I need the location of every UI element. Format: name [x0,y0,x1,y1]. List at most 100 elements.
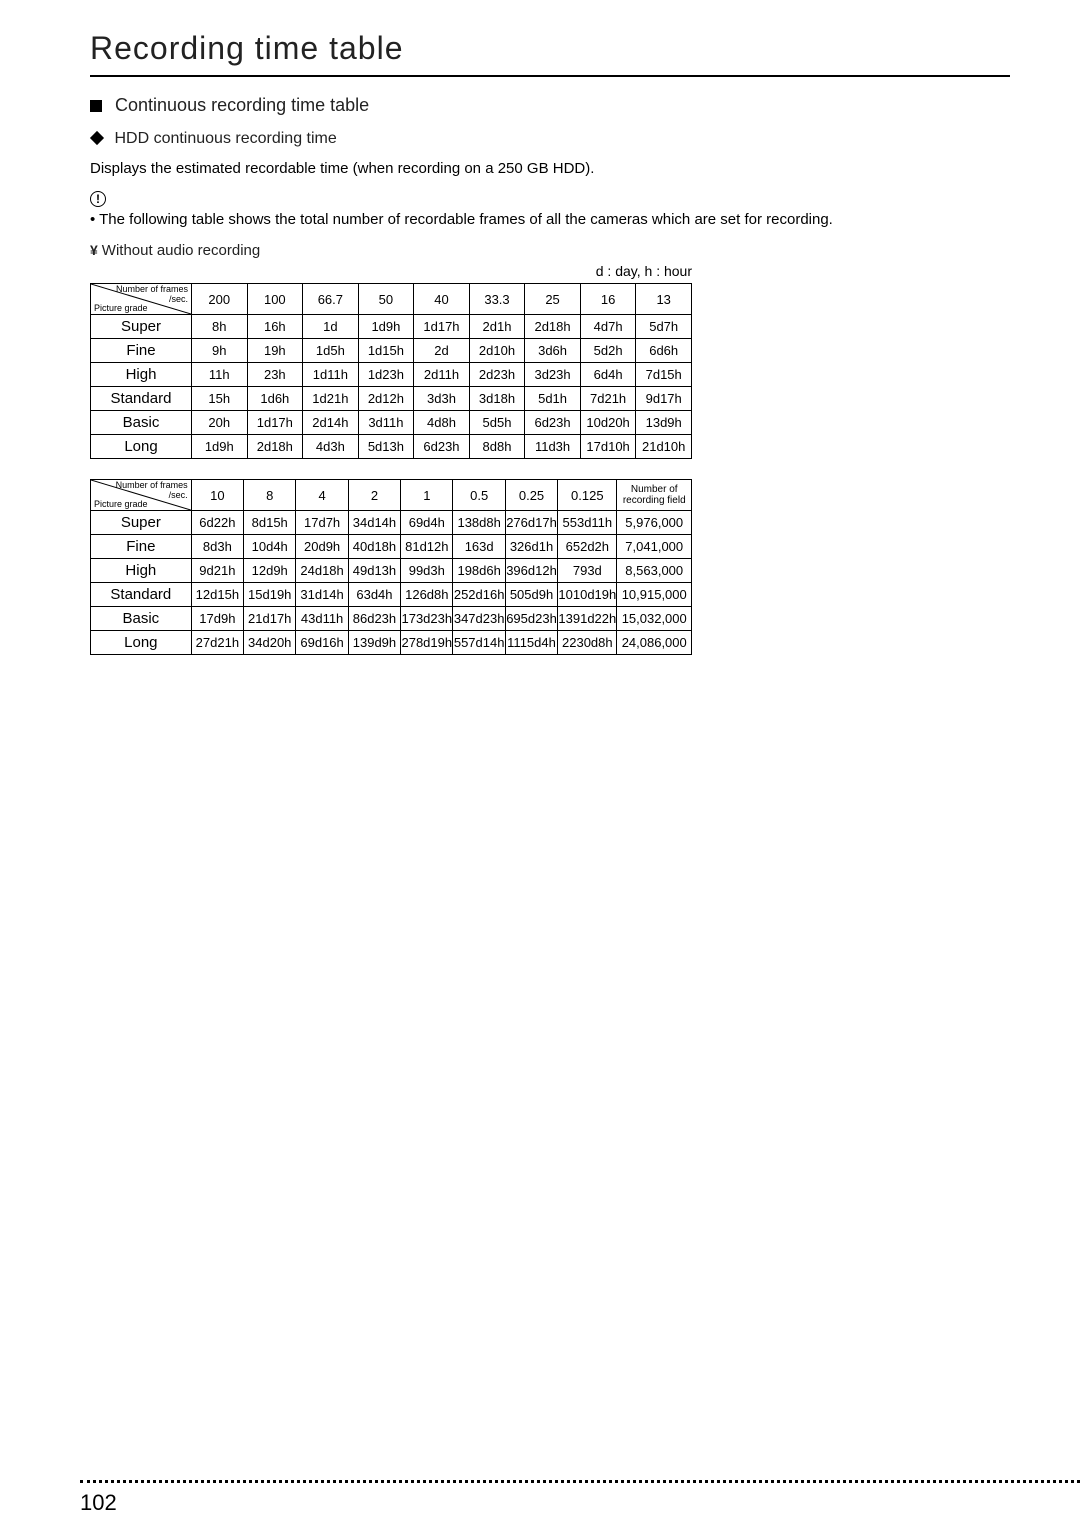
section-heading: Continuous recording time table [90,95,1010,116]
table-cell: 9d17h [636,387,692,411]
table-header: 100 [247,284,303,315]
table-row: Long1d9h2d18h4d3h5d13h6d23h8d8h11d3h17d1… [91,435,692,459]
table-cell: 15d19h [244,583,296,607]
section-heading-text: Continuous recording time table [115,95,369,115]
table-cell: 17d9h [191,607,243,631]
table-cell: 126d8h [401,583,453,607]
row-label: Fine [91,535,192,559]
table-cell: 20h [192,411,248,435]
table-row: Standard15h1d6h1d21h2d12h3d3h3d18h5d1h7d… [91,387,692,411]
table-cell: 6d4h [580,363,636,387]
row-label: Long [91,435,192,459]
square-bullet-icon [90,100,102,112]
table-cell: 1010d19h [558,583,617,607]
footer-dots [80,1480,1080,1483]
title-rule [90,75,1010,77]
yen-bullet-icon: ¥ [90,242,98,258]
table-cell: 10d20h [580,411,636,435]
table-header-row: Number of frames /sec. Picture grade 200… [91,284,692,315]
table-row: High9d21h12d9h24d18h49d13h99d3h198d6h396… [91,559,692,583]
table-cell: 8h [192,315,248,339]
table-cell: 198d6h [453,559,505,583]
legend-text: d : day, h : hour [90,263,692,279]
note-text: • The following table shows the total nu… [90,211,1010,228]
page-title: Recording time table [90,30,1010,67]
corner-header: Number of frames /sec. Picture grade [91,284,192,315]
table-cell: 3d6h [525,339,581,363]
table-header: 33.3 [469,284,525,315]
table-cell: 1d17h [247,411,303,435]
page-number: 102 [80,1490,117,1516]
table-cell: 695d23h [505,607,557,631]
table-cell: 23h [247,363,303,387]
subsection-heading: HDD continuous recording time [90,130,1010,148]
table-row: Basic20h1d17h2d14h3d11h4d8h5d5h6d23h10d2… [91,411,692,435]
table-cell: 2230d8h [558,631,617,655]
table-cell: 505d9h [505,583,557,607]
table-cell: 2d18h [525,315,581,339]
table-cell: 173d23h [401,607,453,631]
table-cell: 557d14h [453,631,505,655]
table-cell: 5d13h [358,435,414,459]
subsub-heading: ¥Without audio recording [90,242,1010,259]
table-cell: 3d18h [469,387,525,411]
table-cell: 69d4h [401,511,453,535]
table-header: 4 [296,480,348,511]
table-cell: 6d23h [525,411,581,435]
recording-table-1: Number of frames /sec. Picture grade 200… [90,283,692,459]
table-cell: 6d23h [414,435,470,459]
table-cell: 2d12h [358,387,414,411]
table-cell: 1115d4h [505,631,557,655]
table-cell: 13d9h [636,411,692,435]
table-cell: 1d [303,315,359,339]
table-cell: 139d9h [348,631,400,655]
table-cell: 17d7h [296,511,348,535]
table-cell: 9h [192,339,248,363]
recording-table-2: Number of frames /sec. Picture grade 108… [90,479,692,655]
table-cell: 12d9h [244,559,296,583]
table-cell: 1d9h [358,315,414,339]
table-cell: 1d9h [192,435,248,459]
table-cell: 2d11h [414,363,470,387]
corner-bottom-label: Picture grade [94,500,148,509]
table-header: 10 [191,480,243,511]
table-cell: 6d22h [191,511,243,535]
table-cell: 21d17h [244,607,296,631]
table-cell: 396d12h [505,559,557,583]
table-cell: 19h [247,339,303,363]
row-label: Standard [91,387,192,411]
row-label: High [91,363,192,387]
row-label: High [91,559,192,583]
table-cell: 7d15h [636,363,692,387]
table-cell: 34d14h [348,511,400,535]
table-cell: 5d5h [469,411,525,435]
table-cell: 3d11h [358,411,414,435]
table-cell: 276d17h [505,511,557,535]
table-cell: 2d1h [469,315,525,339]
row-label: Basic [91,607,192,631]
table-header: 40 [414,284,470,315]
table-header: 200 [192,284,248,315]
table-cell: 347d23h [453,607,505,631]
table-cell: 2d14h [303,411,359,435]
table-cell: 81d12h [401,535,453,559]
row-label: Super [91,511,192,535]
table-cell: 5d7h [636,315,692,339]
table-cell: 49d13h [348,559,400,583]
table-cell: 3d3h [414,387,470,411]
table-cell: 2d23h [469,363,525,387]
table-header: 1 [401,480,453,511]
table-cell: 5,976,000 [617,511,692,535]
caution-icon: ! [90,191,106,207]
table-cell: 1d11h [303,363,359,387]
table-cell: 1d17h [414,315,470,339]
table-cell: 138d8h [453,511,505,535]
table-cell: 40d18h [348,535,400,559]
corner-top2-label: /sec. [169,491,188,500]
table-row: Super6d22h8d15h17d7h34d14h69d4h138d8h276… [91,511,692,535]
table-row: Fine8d3h10d4h20d9h40d18h81d12h163d326d1h… [91,535,692,559]
table-cell: 69d16h [296,631,348,655]
table-header: 0.25 [505,480,557,511]
table-cell: 5d2h [580,339,636,363]
row-label: Super [91,315,192,339]
